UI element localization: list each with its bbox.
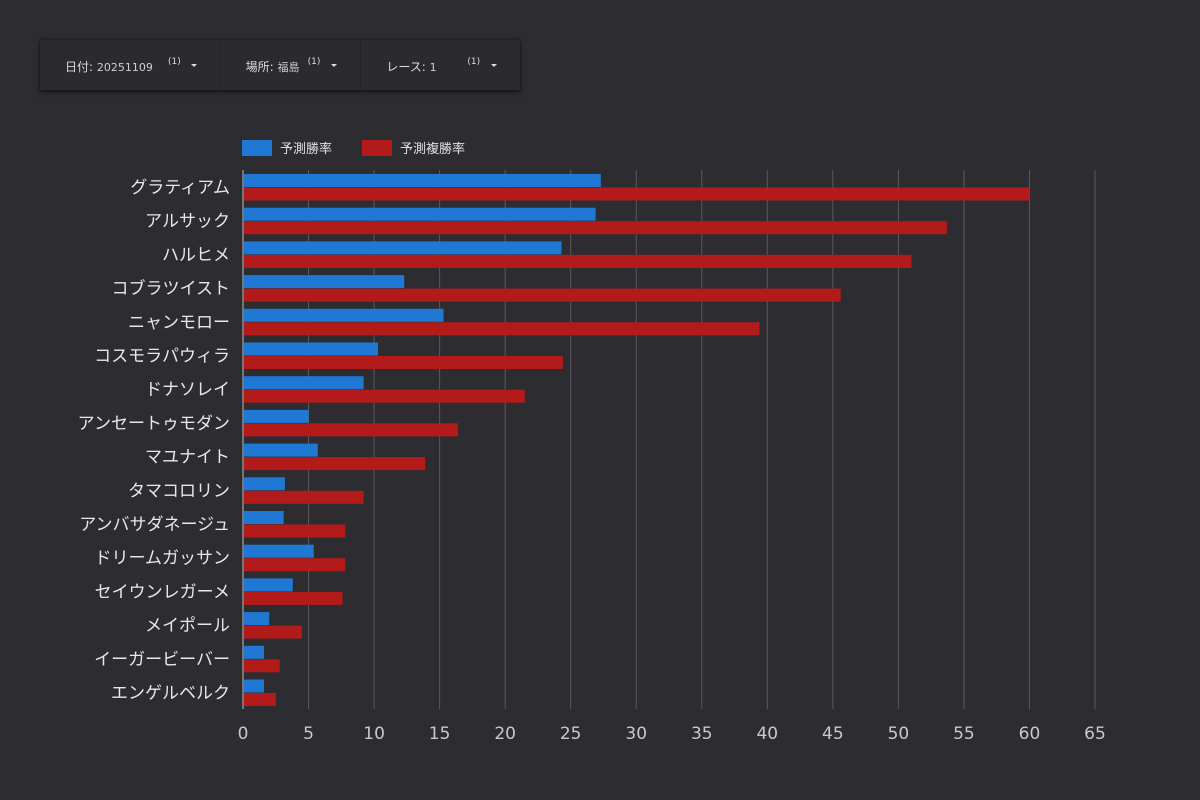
bar-win-rate[interactable] — [244, 544, 314, 558]
category-label: ハルヒメ — [162, 245, 230, 265]
category-label: コスモラパウィラ — [94, 347, 230, 367]
bar-place-rate[interactable] — [244, 490, 364, 504]
category-label: タマコロリン — [128, 481, 230, 501]
category-labels: グラティアムアルサックハルヒメコブラツイストニャンモローコスモラパウィラドナソレ… — [78, 178, 230, 704]
bar-place-rate[interactable] — [244, 659, 280, 673]
bar-place-rate[interactable] — [244, 558, 346, 572]
race-filter-label: レース: 1 — [386, 60, 437, 74]
bar-win-rate[interactable] — [244, 578, 293, 592]
bar-win-rate[interactable] — [244, 207, 596, 221]
bar-win-rate[interactable] — [244, 511, 284, 524]
legend-swatch-win — [242, 140, 272, 156]
race-filter-count: (1) — [467, 57, 481, 67]
bar-win-rate[interactable] — [244, 477, 285, 491]
bar-win-rate[interactable] — [244, 679, 264, 693]
x-tick-label: 0 — [238, 724, 249, 744]
bar-place-rate[interactable] — [244, 625, 302, 639]
bar-place-rate[interactable] — [244, 288, 841, 302]
bar-win-rate[interactable] — [244, 645, 264, 659]
bar-place-rate[interactable] — [244, 524, 346, 538]
place-filter-value: 福島 — [277, 61, 300, 74]
category-label: アンバサダネージュ — [79, 515, 230, 535]
bar-win-rate[interactable] — [244, 443, 318, 457]
bar-place-rate[interactable] — [244, 356, 563, 369]
x-tick-label: 25 — [560, 724, 582, 744]
bar-place-rate[interactable] — [244, 187, 1030, 201]
date-filter-label: 日付: 20251109 — [65, 60, 153, 74]
bar-win-rate[interactable] — [244, 308, 444, 322]
x-tick-label: 30 — [625, 724, 647, 744]
category-label: コブラツイスト — [112, 278, 231, 299]
bar-place-rate[interactable] — [244, 389, 525, 403]
bar-win-rate[interactable] — [244, 275, 405, 289]
bar-win-rate[interactable] — [244, 409, 309, 423]
bar-place-rate[interactable] — [244, 322, 760, 336]
chevron-down-icon — [191, 64, 197, 67]
bar-win-rate[interactable] — [244, 376, 364, 390]
bars — [244, 174, 1030, 706]
legend-label-win: 予測勝率 — [280, 141, 332, 157]
x-tick-label: 35 — [691, 724, 713, 744]
bar-win-rate[interactable] — [244, 612, 270, 626]
bar-win-rate[interactable] — [244, 174, 601, 187]
bar-place-rate[interactable] — [244, 423, 458, 437]
x-tick-label: 45 — [822, 724, 844, 744]
category-label: ドナソレイ — [145, 380, 230, 400]
category-label: イーガービーバー — [94, 650, 230, 670]
x-tick-label: 55 — [953, 724, 975, 744]
filter-bar: 日付: 20251109 (1) 場所: 福島 (1) レース: 1 (1) — [40, 40, 520, 90]
date-filter-value: 20251109 — [96, 61, 153, 74]
race-filter-value: 1 — [429, 61, 437, 74]
bar-place-rate[interactable] — [244, 254, 912, 268]
category-label: メイポール — [145, 616, 230, 636]
x-axis-ticks: 0 5 10 15 20 25 30 35 40 45 50 55 60 65 — [238, 724, 1106, 744]
x-tick-label: 40 — [756, 724, 778, 744]
category-label: ドリームガッサン — [95, 549, 231, 569]
x-tick-label: 65 — [1084, 724, 1106, 744]
bar-place-rate[interactable] — [244, 693, 276, 706]
x-tick-label: 50 — [888, 724, 910, 744]
chevron-down-icon — [491, 64, 498, 67]
place-filter[interactable]: 場所: 福島 (1) — [221, 40, 362, 90]
place-filter-count: (1) — [307, 57, 321, 67]
category-label: アンセートゥモダン — [78, 414, 230, 434]
legend: 予測勝率 予測複勝率 — [242, 140, 465, 157]
category-label: グラティアム — [130, 178, 230, 198]
date-filter[interactable]: 日付: 20251109 (1) — [40, 40, 221, 90]
date-filter-count: (1) — [168, 57, 181, 67]
category-label: アルサック — [145, 212, 230, 232]
x-tick-label: 60 — [1019, 724, 1041, 744]
bar-place-rate[interactable] — [244, 457, 426, 471]
bar-place-rate[interactable] — [244, 591, 343, 605]
chevron-down-icon — [330, 64, 337, 67]
category-label: マユナイト — [145, 448, 230, 468]
race-filter[interactable]: レース: 1 (1) — [361, 40, 520, 90]
bar-win-rate[interactable] — [244, 241, 562, 255]
category-label: セイウンレガーメ — [95, 582, 230, 602]
x-tick-label: 20 — [494, 724, 516, 744]
bar-place-rate[interactable] — [244, 221, 947, 235]
place-filter-label: 場所: 福島 — [245, 60, 300, 74]
x-tick-label: 5 — [303, 724, 314, 744]
legend-label-place: 予測複勝率 — [400, 141, 465, 157]
bar-win-rate[interactable] — [244, 342, 379, 356]
x-tick-label: 10 — [363, 724, 385, 744]
legend-swatch-place — [362, 140, 392, 156]
category-label: エンゲルベルク — [111, 684, 230, 704]
x-tick-label: 15 — [429, 724, 451, 744]
category-label: ニャンモロー — [128, 313, 230, 333]
